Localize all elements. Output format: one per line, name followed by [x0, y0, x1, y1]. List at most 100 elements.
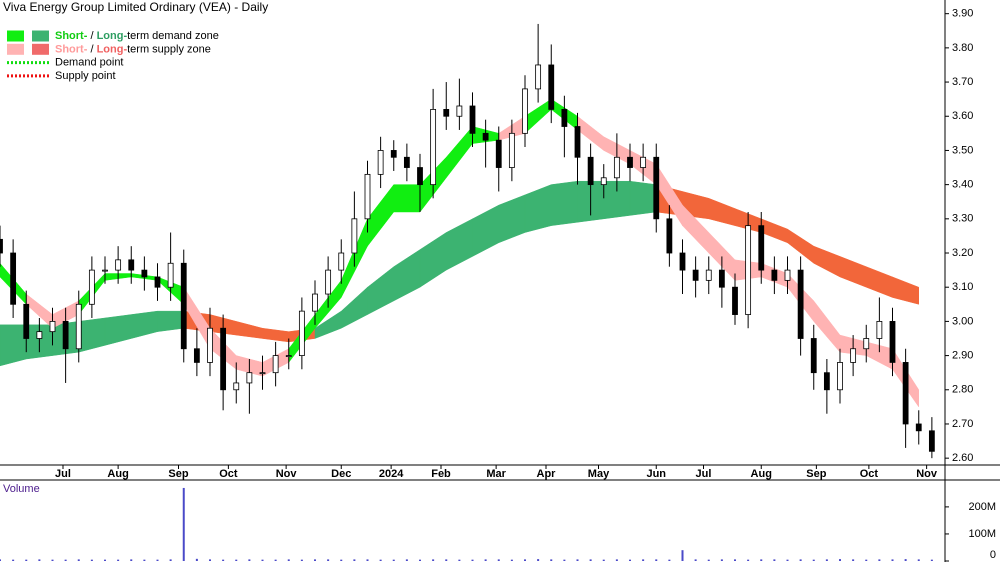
candle-body [312, 293, 318, 312]
volume-bar [878, 559, 881, 561]
candle-body [23, 303, 30, 339]
volume-bar [930, 559, 933, 561]
x-tick-label: Jul [55, 468, 71, 480]
volume-bar [799, 559, 802, 561]
volume-bar [655, 559, 658, 561]
volume-panel: Volume 0 100M 200M [0, 483, 996, 562]
candle-body [364, 173, 371, 220]
candle-body [758, 225, 765, 271]
volume-bar [51, 559, 54, 561]
volume-bar [300, 559, 303, 561]
candle-body [600, 177, 607, 186]
x-tick-label: Apr [537, 468, 557, 480]
y-tick-label: 2.90 [952, 349, 973, 361]
candle-body [613, 156, 620, 179]
candle-body [285, 355, 292, 357]
legend-text: Short- [55, 43, 88, 55]
legend-swatch [32, 43, 49, 55]
volume-bar [195, 558, 198, 561]
x-tick-label: Nov [276, 468, 298, 480]
candle-body [679, 252, 686, 271]
volume-bar [510, 559, 513, 561]
candle-body [102, 269, 108, 272]
volume-bar [720, 559, 723, 561]
volume-bar [392, 559, 395, 561]
candle-body [246, 372, 253, 384]
volume-bar [458, 559, 461, 561]
y-tick-label: 3.20 [952, 247, 973, 259]
candle-body [784, 269, 791, 281]
zone-segment [157, 310, 184, 332]
volume-bar [865, 559, 868, 561]
y-tick-label: 3.30 [952, 213, 973, 225]
candle-body [417, 167, 423, 186]
candle-body [115, 259, 122, 271]
x-tick-label: 2024 [379, 468, 404, 480]
volume-bar [248, 559, 251, 561]
volume-tick-label: 0 [990, 549, 996, 561]
candle-body [876, 320, 883, 339]
zone-segment [0, 324, 27, 367]
volume-bar [379, 559, 382, 561]
candle-body [587, 156, 594, 186]
y-tick-label: 3.90 [952, 8, 973, 20]
candle-body [180, 262, 187, 350]
zone-segment [892, 276, 919, 305]
candle-body [128, 259, 135, 271]
volume-bar [642, 559, 645, 561]
legend-text: / [87, 43, 96, 55]
candle-body [889, 320, 896, 363]
candle-body [692, 269, 699, 281]
x-tick-label: Feb [431, 468, 451, 480]
candles [0, 23, 935, 459]
volume-bar [405, 559, 408, 561]
volume-tick-label: 200M [968, 501, 996, 513]
candle-body [574, 126, 581, 158]
volume-bar [786, 559, 789, 561]
volume-bar [694, 559, 697, 561]
legend-text: term demand zone [127, 30, 219, 42]
candle-body [430, 109, 437, 186]
y-tick-label: 2.80 [952, 384, 973, 396]
y-tick-label: 3.10 [952, 281, 973, 293]
candle-body [298, 310, 305, 356]
legend-text: / [87, 30, 96, 42]
x-tick-label: Oct [219, 468, 238, 480]
zone-segment [629, 180, 657, 216]
volume-bar [64, 559, 67, 561]
volume-bar [497, 559, 500, 561]
candle-body [823, 372, 830, 391]
x-tick-label: Aug [107, 468, 128, 480]
candle-body [902, 362, 909, 425]
volume-bar [169, 559, 172, 561]
volume-bar [747, 559, 750, 561]
volume-bar [117, 559, 120, 561]
candle-body [62, 320, 69, 350]
x-tick-label: Sep [168, 468, 188, 480]
volume-bar [589, 559, 592, 561]
volume-bar [38, 559, 41, 561]
x-tick-label: Jun [646, 468, 666, 480]
candle-body [653, 156, 660, 220]
candle-body [561, 109, 568, 127]
zone-segment [551, 180, 578, 226]
volume-bar [707, 559, 710, 561]
candle-body [627, 156, 633, 168]
candle-body [377, 150, 384, 175]
volume-bar [576, 559, 579, 561]
candle-body [220, 327, 227, 391]
y-tick-label: 3.00 [952, 315, 973, 327]
candle-body [259, 372, 266, 375]
x-tick-label: Aug [751, 468, 772, 480]
candle-body [915, 423, 922, 432]
y-tick-label: 3.60 [952, 110, 973, 122]
volume-bar [274, 559, 277, 561]
candle-body [810, 338, 817, 374]
candle-body [75, 303, 82, 350]
candle-body [548, 64, 555, 110]
legend-text: term supply zone [127, 43, 211, 55]
volume-bar [812, 559, 815, 561]
volume-bar [550, 559, 553, 561]
volume-bar [432, 559, 435, 561]
volume-bar [0, 559, 1, 561]
